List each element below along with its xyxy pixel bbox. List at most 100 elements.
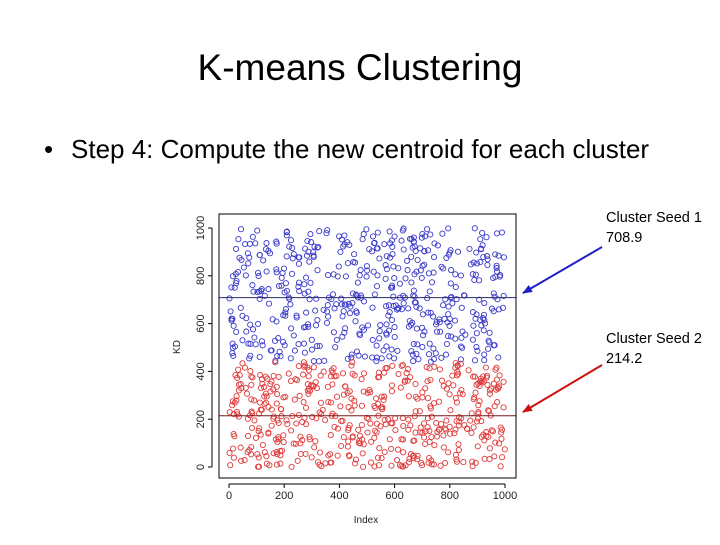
cluster-2-point xyxy=(445,449,452,456)
cluster-2-point xyxy=(301,414,308,421)
cluster-1-point xyxy=(420,332,427,339)
cluster-2-point xyxy=(453,399,460,406)
cluster-1-point xyxy=(313,295,320,302)
cluster-2-point xyxy=(237,444,244,451)
cluster-1-point xyxy=(338,236,345,243)
cluster-2-point xyxy=(455,441,462,448)
cluster-1-point xyxy=(426,288,433,295)
cluster-1-point xyxy=(409,351,416,358)
cluster-1-point xyxy=(462,331,469,338)
cluster-2-point xyxy=(461,422,468,429)
cluster-2-point xyxy=(486,387,493,394)
cluster-1-point xyxy=(356,332,364,339)
cluster-2-point xyxy=(467,417,474,424)
cluster-2-point xyxy=(389,362,396,369)
cluster-2-point xyxy=(381,416,388,424)
cluster-1-point xyxy=(473,249,480,256)
cluster-1-point xyxy=(295,341,302,348)
cluster-2-point xyxy=(359,450,366,457)
cluster-1-point xyxy=(365,322,372,329)
cluster-1-point xyxy=(484,253,491,260)
cluster-2-point xyxy=(306,433,313,440)
cluster-1-point xyxy=(383,253,390,260)
cluster-1-point xyxy=(273,318,280,325)
cluster-2-point xyxy=(481,455,488,462)
cluster-2-point xyxy=(309,413,316,420)
cluster-1-point xyxy=(333,336,340,343)
cluster-2-point xyxy=(430,400,438,407)
cluster-2-point xyxy=(452,426,459,433)
cluster-1-point xyxy=(261,292,268,299)
cluster-2-point xyxy=(447,430,454,437)
cluster-1-point xyxy=(383,303,390,310)
cluster-2-point xyxy=(498,435,505,442)
cluster-2-point xyxy=(293,377,301,384)
cluster-1-point xyxy=(408,321,415,328)
cluster-2-point xyxy=(333,372,340,380)
cluster-1-point xyxy=(386,309,393,316)
cluster-2-point xyxy=(355,426,362,433)
cluster-2-point xyxy=(358,421,365,429)
cluster-1-point xyxy=(445,311,452,318)
cluster-1-point xyxy=(383,266,390,273)
cluster-2-point xyxy=(492,366,499,373)
cluster-2-point xyxy=(238,457,245,464)
cluster-1-point xyxy=(308,346,316,353)
cluster-2-point xyxy=(367,420,374,427)
cluster-2-point xyxy=(251,397,258,404)
cluster-1-point xyxy=(263,240,270,247)
cluster-2-point xyxy=(291,396,298,403)
cluster-2-point xyxy=(445,380,452,387)
cluster-1-point xyxy=(273,266,280,273)
cluster-1-point xyxy=(378,355,385,362)
cluster-1-point xyxy=(457,356,464,363)
cluster-2-point xyxy=(426,365,433,372)
cluster-2-point xyxy=(294,457,301,464)
cluster-1-point xyxy=(385,302,392,309)
cluster-1-point xyxy=(410,340,417,348)
cluster-1-point xyxy=(442,296,449,303)
cluster-2-point xyxy=(348,395,355,402)
callout-arrow-2 xyxy=(522,364,603,413)
cluster-2-point xyxy=(310,364,317,371)
cluster-2-point xyxy=(348,362,355,369)
cluster-2-point xyxy=(334,452,341,459)
bullet-item: • Step 4: Compute the new centroid for e… xyxy=(44,133,654,165)
cluster-2-point xyxy=(500,404,507,411)
cluster-1-point xyxy=(411,299,418,306)
cluster-2-point xyxy=(372,427,379,434)
cluster-2-point xyxy=(282,393,289,400)
cluster-2-point xyxy=(400,422,407,430)
cluster-2-point xyxy=(297,433,304,440)
cluster-1-point xyxy=(369,233,377,240)
cluster-1-point xyxy=(383,331,390,338)
cluster-1-point xyxy=(447,280,454,287)
cluster-2-point xyxy=(302,404,310,411)
cluster-2-point xyxy=(252,434,260,441)
cluster-1-point xyxy=(363,226,370,233)
cluster-1-point xyxy=(437,328,444,335)
cluster-1-point xyxy=(400,300,407,307)
cluster-2-point xyxy=(248,396,255,403)
cluster-1-point xyxy=(256,295,263,302)
cluster-1-point xyxy=(301,290,308,297)
cluster-2-point xyxy=(267,388,274,395)
cluster-1-point xyxy=(472,315,479,322)
cluster-1-point xyxy=(374,229,381,236)
cluster-1-point xyxy=(287,237,295,244)
cluster-2-point xyxy=(301,363,308,370)
cluster-1-point xyxy=(408,235,415,242)
cluster-1-point xyxy=(488,305,496,312)
cluster-1-point xyxy=(247,340,254,347)
cluster-1-point xyxy=(441,315,448,322)
cluster-1-point xyxy=(481,300,488,307)
cluster-1-point xyxy=(287,355,294,362)
cluster-2-point xyxy=(292,440,299,447)
cluster-1-point xyxy=(419,311,426,318)
cluster-1-point xyxy=(467,261,474,268)
cluster-2-point xyxy=(245,432,252,439)
cluster-1-point xyxy=(439,230,446,237)
cluster-1-point xyxy=(361,353,368,360)
cluster-2-point xyxy=(412,429,419,436)
cluster-1-point xyxy=(338,301,345,308)
